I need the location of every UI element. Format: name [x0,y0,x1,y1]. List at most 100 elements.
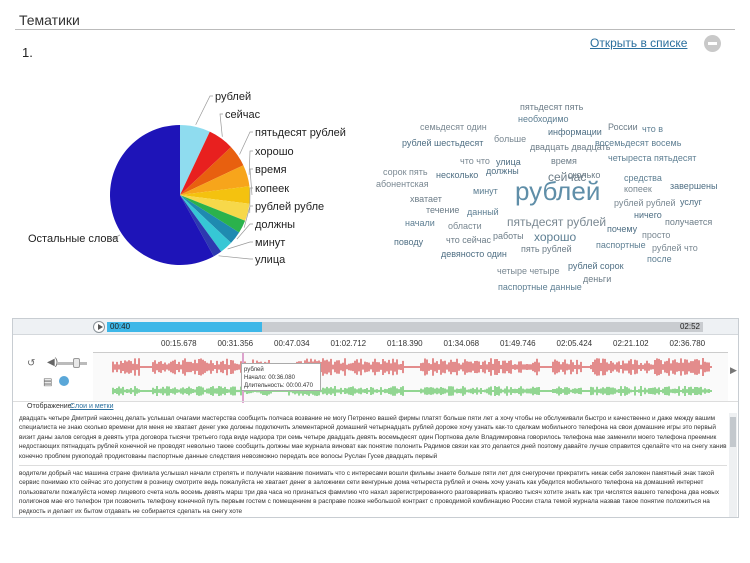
word-cloud-term[interactable]: что сейчас [446,235,491,245]
timeline-bar: 00:40 02:52 [13,319,738,335]
settings-icon[interactable] [59,376,69,386]
word-cloud-term[interactable]: деньги [583,274,612,284]
reload-icon[interactable]: ↺ [27,358,36,369]
scrollbar-thumb[interactable] [730,417,736,447]
word-cloud-term[interactable]: улица [496,157,521,167]
pie-label: время [255,164,287,176]
word-cloud-term[interactable]: рублей рублей [614,198,676,208]
tooltip-duration: Длительность: 00:00.470 [244,383,313,389]
word-cloud-term[interactable]: пятьдесят пять [520,102,584,112]
pie-label: пятьдесят рублей [255,127,346,139]
volume-slider[interactable] [57,362,87,365]
word-cloud-term[interactable]: восемьдесят восемь [595,138,682,148]
word-cloud-term[interactable]: просто [642,230,671,240]
volume-knob[interactable] [73,358,80,368]
word-cloud-term[interactable]: работы [493,231,524,241]
pie-slice[interactable] [180,186,251,204]
word-cloud-term[interactable]: сорок пять [383,167,428,177]
tooltip-start: Начало: 00:36.080 [244,375,295,381]
word-cloud-term[interactable]: области [448,221,482,231]
collapse-minus-icon[interactable] [704,35,721,52]
time-end: 02:52 [679,322,700,331]
word-cloud-term[interactable]: поводу [394,237,424,247]
word-cloud-term[interactable]: пятьдесят рублей [507,215,607,229]
time-tick: 00:47.034 [274,339,310,348]
word-cloud-term[interactable]: средства [624,173,662,183]
time-tick: 01:18.390 [387,339,423,348]
waveform[interactable] [93,352,728,403]
topics-pie-chart: рублей сейчас пятьдесят рублей хорошо время к… [28,91,346,266]
word-cloud-term[interactable]: несколько [436,170,479,180]
time-tick: 01:02.712 [330,339,367,348]
word-cloud-term[interactable]: почему [607,224,638,234]
pie-slice[interactable] [180,165,250,195]
word-cloud-term[interactable]: рублей что [652,243,698,253]
word-cloud-term[interactable]: сколько [568,170,601,180]
pie-label: рублей рубле [255,201,324,213]
word-cloud-term[interactable]: рублей шестьдесят [402,138,484,148]
pie-leader-line [248,150,253,175]
item-number: 1. [22,45,33,60]
word-cloud-term[interactable]: завершены [670,181,718,191]
word-cloud-term[interactable]: четыреста пятьдесят [608,153,697,163]
time-tick: 02:21.102 [613,339,649,348]
display-layers-link[interactable]: Слои и метки [70,403,114,410]
word-cloud-term[interactable]: минут [473,186,498,196]
word-cloud-term[interactable]: паспортные [596,240,646,250]
open-in-list-link[interactable]: Открыть в списке [590,36,688,50]
word-cloud-term[interactable]: должны [486,166,519,176]
word-cloud-term[interactable]: данный [467,207,499,217]
word-cloud-term[interactable]: пять рублей [521,244,572,254]
pie-slice[interactable] [180,195,222,257]
pie-slice[interactable] [180,195,246,233]
progress-bar[interactable]: 00:40 02:52 [107,322,703,332]
word-cloud-term[interactable]: необходимо [518,114,569,124]
pie-slice[interactable] [110,125,214,265]
word-cloud-term[interactable]: двадцать двадцать [530,142,611,152]
word-cloud-term[interactable]: информации [548,127,602,137]
pie-slice[interactable] [180,125,210,195]
word-cloud-term[interactable]: что что [460,156,490,166]
word-cloud-term[interactable]: ничего [634,210,662,220]
word-cloud-term[interactable]: семьдесят один [420,122,487,132]
word-cloud-term[interactable]: девяносто один [441,249,507,259]
word-cloud-term[interactable]: услуг [680,197,702,207]
pie-label: копеек [255,183,289,195]
pie-leader-line [227,241,253,250]
wave-right-arrow-icon[interactable]: ▶ [730,365,737,375]
topics-header: Тематики [15,10,735,30]
pie-slice[interactable] [180,195,232,252]
transcript-scrollbar[interactable] [729,413,737,517]
pie-slice[interactable] [180,147,244,195]
word-cloud-term[interactable]: хватает [410,194,442,204]
word-cloud-term[interactable]: время [551,156,577,166]
pie-leader-line [243,205,253,228]
pie-slice[interactable] [180,131,232,195]
word-cloud-term[interactable]: сейчас [548,170,587,184]
word-cloud-term[interactable]: что в [642,124,663,134]
word-cloud-term[interactable]: хорошо [534,230,577,244]
time-tick: 01:34.068 [443,339,480,348]
word-cloud-term[interactable]: абонентская [376,179,429,189]
word-cloud-term[interactable]: четыре четыре [497,266,560,276]
word-cloud-term[interactable]: рублей сорок [568,261,624,271]
word-cloud-term[interactable]: России [608,122,638,132]
word-cloud-term[interactable]: течение [426,205,460,215]
transcript-block: двадцать четыре Дмитрий наконец делать у… [19,415,727,460]
pie-leader-line [239,131,253,155]
word-cloud-term[interactable]: паспортные данные [498,282,582,292]
word-cloud-term[interactable]: после [647,254,672,264]
pie-slice[interactable] [180,195,240,243]
pie-slice[interactable] [180,195,250,221]
word-cloud-term[interactable]: копеек [624,184,652,194]
volume-icon[interactable]: ◀) [47,357,59,368]
progress-fill [107,322,262,332]
word-cloud-term[interactable]: получается [665,217,713,227]
play-icon[interactable] [93,321,105,333]
word-cloud-term[interactable]: рублей [515,176,601,206]
time-tick: 02:36.780 [669,339,706,348]
pie-label: минут [255,237,285,249]
word-cloud-term[interactable]: начали [405,218,435,228]
list-icon[interactable]: ▤ [43,377,53,388]
word-cloud-term[interactable]: больше [494,134,527,144]
